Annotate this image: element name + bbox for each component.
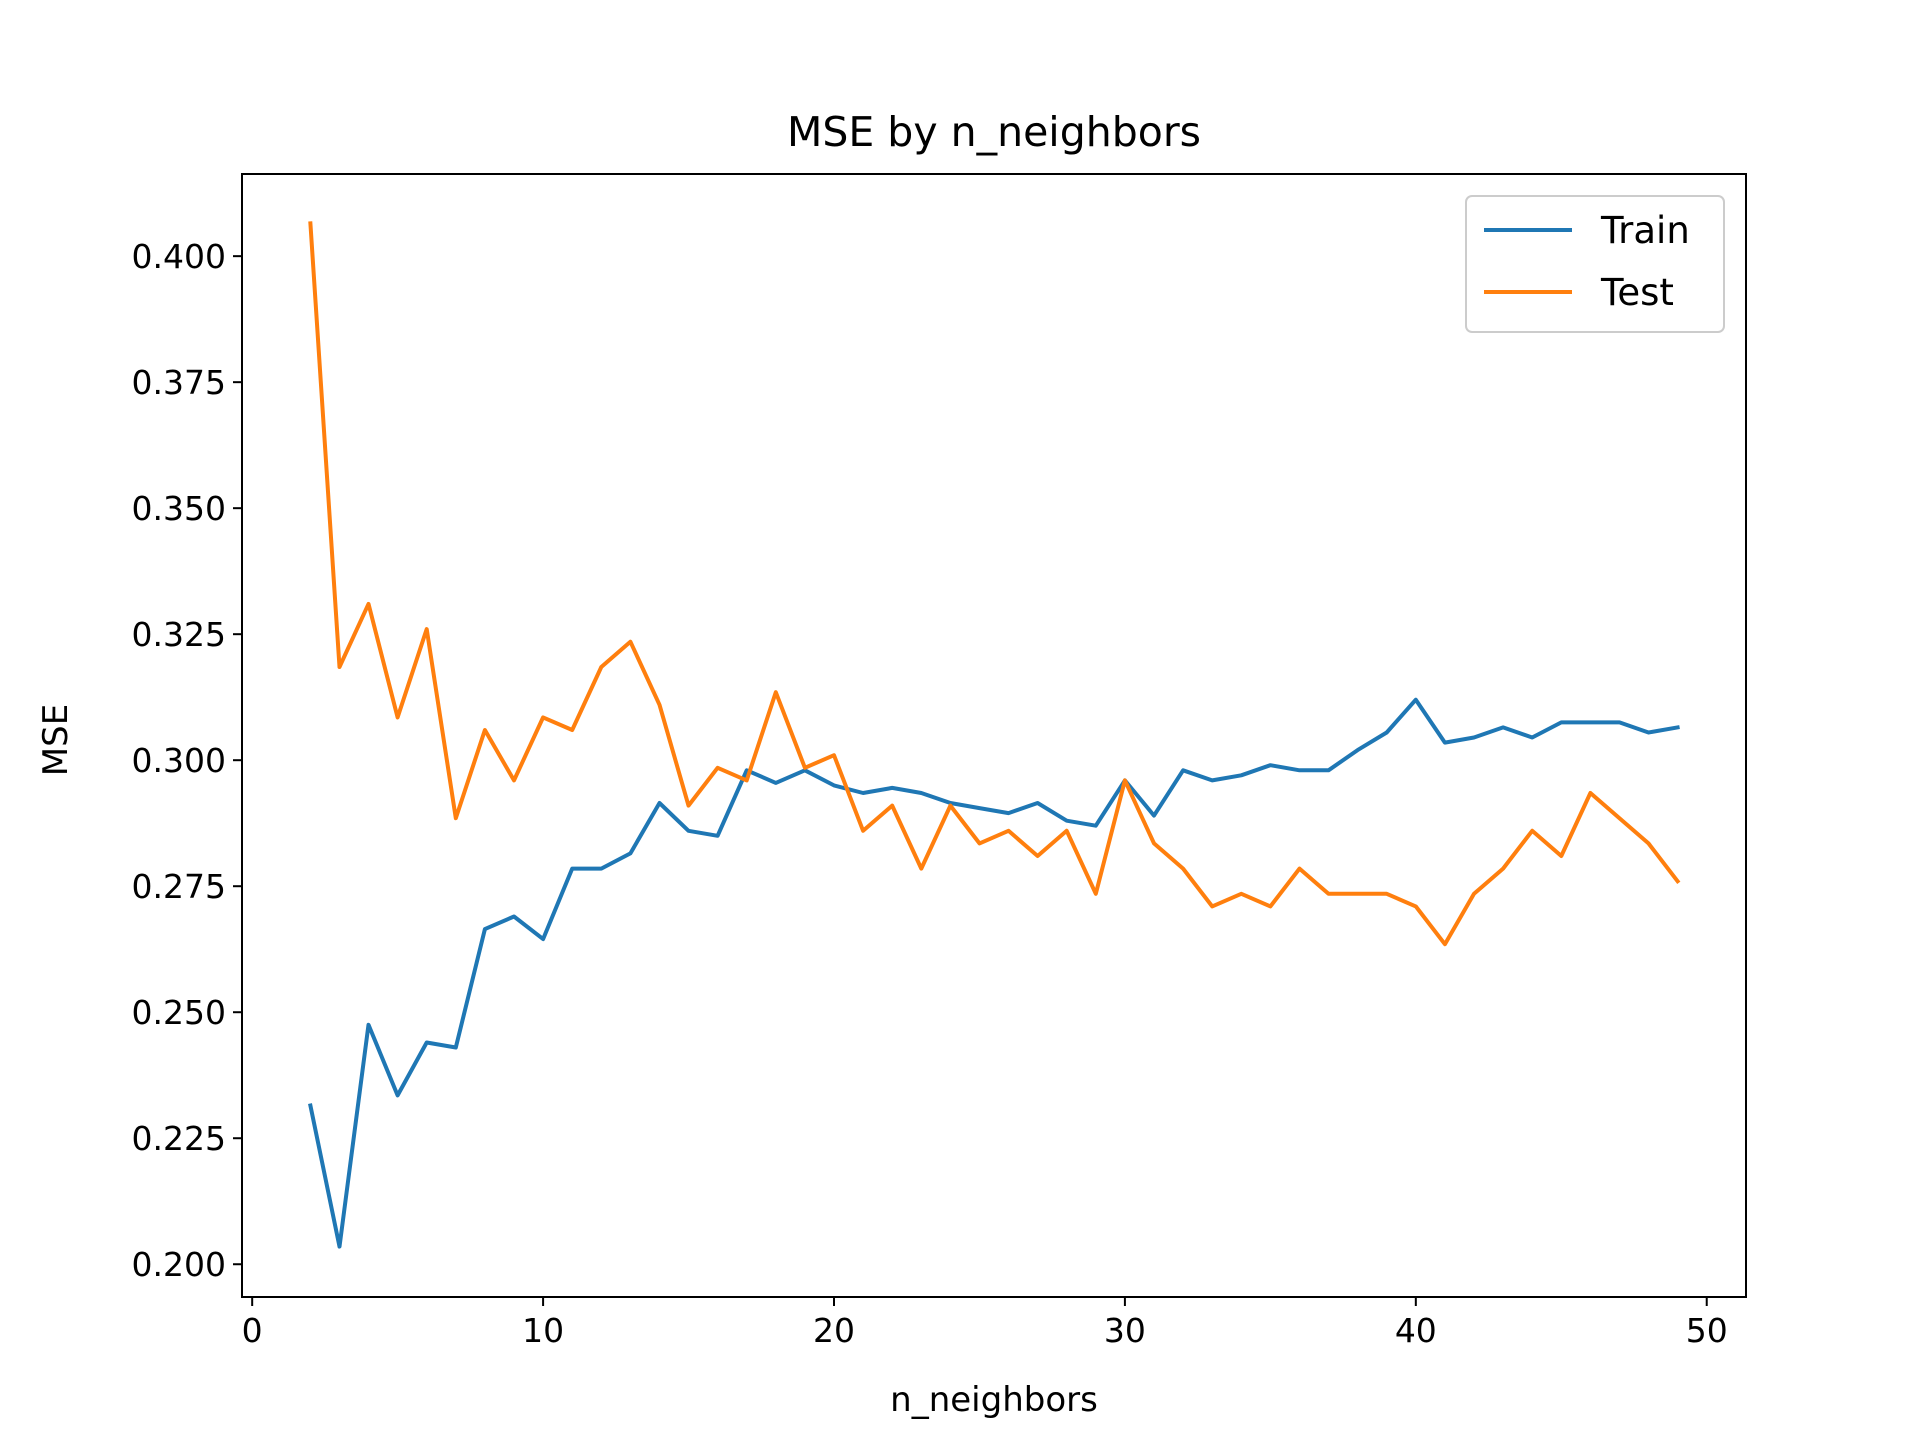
legend-label-test: Test bbox=[1600, 271, 1674, 314]
series-layer bbox=[308, 221, 1681, 1249]
legend: Train Test bbox=[1465, 195, 1725, 333]
x-axis: 0 10 20 30 40 50 bbox=[242, 1297, 1728, 1350]
y-tick-label: 0.375 bbox=[132, 363, 226, 402]
plot-area-frame bbox=[241, 173, 1747, 1298]
y-tick-label: 0.300 bbox=[132, 741, 226, 780]
x-tick-label: 0 bbox=[242, 1311, 263, 1350]
y-tick-label: 0.200 bbox=[132, 1245, 226, 1284]
chart-title: MSE by n_neighbors bbox=[787, 108, 1201, 156]
y-tick-label: 0.275 bbox=[132, 867, 226, 906]
x-tick-label: 40 bbox=[1395, 1311, 1437, 1350]
y-tick-label: 0.250 bbox=[132, 993, 226, 1032]
x-tick-label: 10 bbox=[522, 1311, 564, 1350]
y-tick-label: 0.225 bbox=[132, 1119, 226, 1158]
y-tick-label: 0.325 bbox=[132, 615, 226, 654]
legend-label-train: Train bbox=[1600, 209, 1690, 252]
y-tick-label: 0.350 bbox=[132, 489, 226, 528]
y-tick-label: 0.400 bbox=[132, 237, 226, 276]
series-line-train bbox=[308, 697, 1680, 1249]
x-tick-label: 50 bbox=[1686, 1311, 1728, 1350]
x-tick-label: 30 bbox=[1104, 1311, 1146, 1350]
x-axis-title: n_neighbors bbox=[890, 1380, 1098, 1420]
y-axis: 0.200 0.225 0.250 0.275 0.300 0.325 0.350 0.375… bbox=[132, 237, 242, 1284]
y-axis-title: MSE bbox=[36, 704, 76, 776]
series-line-test bbox=[308, 221, 1681, 947]
x-tick-label: 20 bbox=[813, 1311, 855, 1350]
